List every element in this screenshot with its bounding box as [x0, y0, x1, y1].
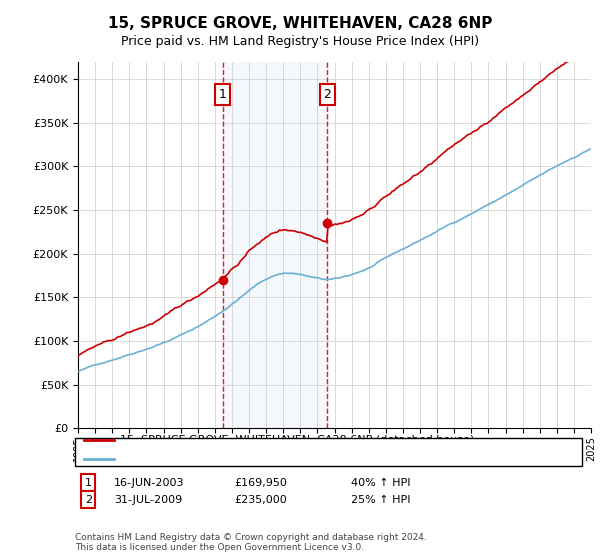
Text: HPI: Average price, detached house, Cumberland: HPI: Average price, detached house, Cumb…: [120, 454, 395, 464]
Text: 25% ↑ HPI: 25% ↑ HPI: [351, 494, 410, 505]
Text: 15, SPRUCE GROVE, WHITEHAVEN, CA28 6NP: 15, SPRUCE GROVE, WHITEHAVEN, CA28 6NP: [108, 16, 492, 31]
Text: 40% ↑ HPI: 40% ↑ HPI: [351, 478, 410, 488]
Text: Contains HM Land Registry data © Crown copyright and database right 2024.: Contains HM Land Registry data © Crown c…: [75, 533, 427, 542]
Text: This data is licensed under the Open Government Licence v3.0.: This data is licensed under the Open Gov…: [75, 543, 364, 552]
Text: Price paid vs. HM Land Registry's House Price Index (HPI): Price paid vs. HM Land Registry's House …: [121, 35, 479, 48]
Text: 2: 2: [323, 88, 331, 101]
Text: 2: 2: [85, 494, 92, 505]
Text: £235,000: £235,000: [234, 494, 287, 505]
Text: 15, SPRUCE GROVE, WHITEHAVEN, CA28 6NP (detached house): 15, SPRUCE GROVE, WHITEHAVEN, CA28 6NP (…: [120, 435, 474, 445]
Text: 31-JUL-2009: 31-JUL-2009: [114, 494, 182, 505]
Text: 16-JUN-2003: 16-JUN-2003: [114, 478, 185, 488]
Text: 1: 1: [85, 478, 92, 488]
Bar: [223, 62, 328, 428]
Text: £169,950: £169,950: [234, 478, 287, 488]
Text: 1: 1: [219, 88, 227, 101]
